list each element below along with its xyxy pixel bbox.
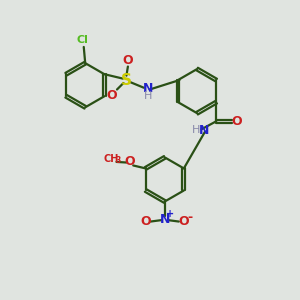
Text: H: H	[143, 91, 152, 101]
Text: N: N	[160, 213, 170, 226]
Text: H: H	[191, 125, 200, 135]
Text: O: O	[123, 54, 133, 67]
Text: +: +	[166, 209, 174, 219]
Text: O: O	[106, 89, 117, 102]
Text: CH: CH	[103, 154, 119, 164]
Text: -: -	[188, 211, 193, 224]
Text: N: N	[142, 82, 153, 94]
Text: N: N	[198, 124, 209, 137]
Text: O: O	[124, 155, 135, 168]
Text: O: O	[140, 215, 151, 228]
Text: O: O	[231, 115, 242, 128]
Text: O: O	[179, 215, 190, 228]
Text: 3: 3	[116, 156, 121, 165]
Text: S: S	[121, 73, 132, 88]
Text: Cl: Cl	[77, 35, 89, 45]
